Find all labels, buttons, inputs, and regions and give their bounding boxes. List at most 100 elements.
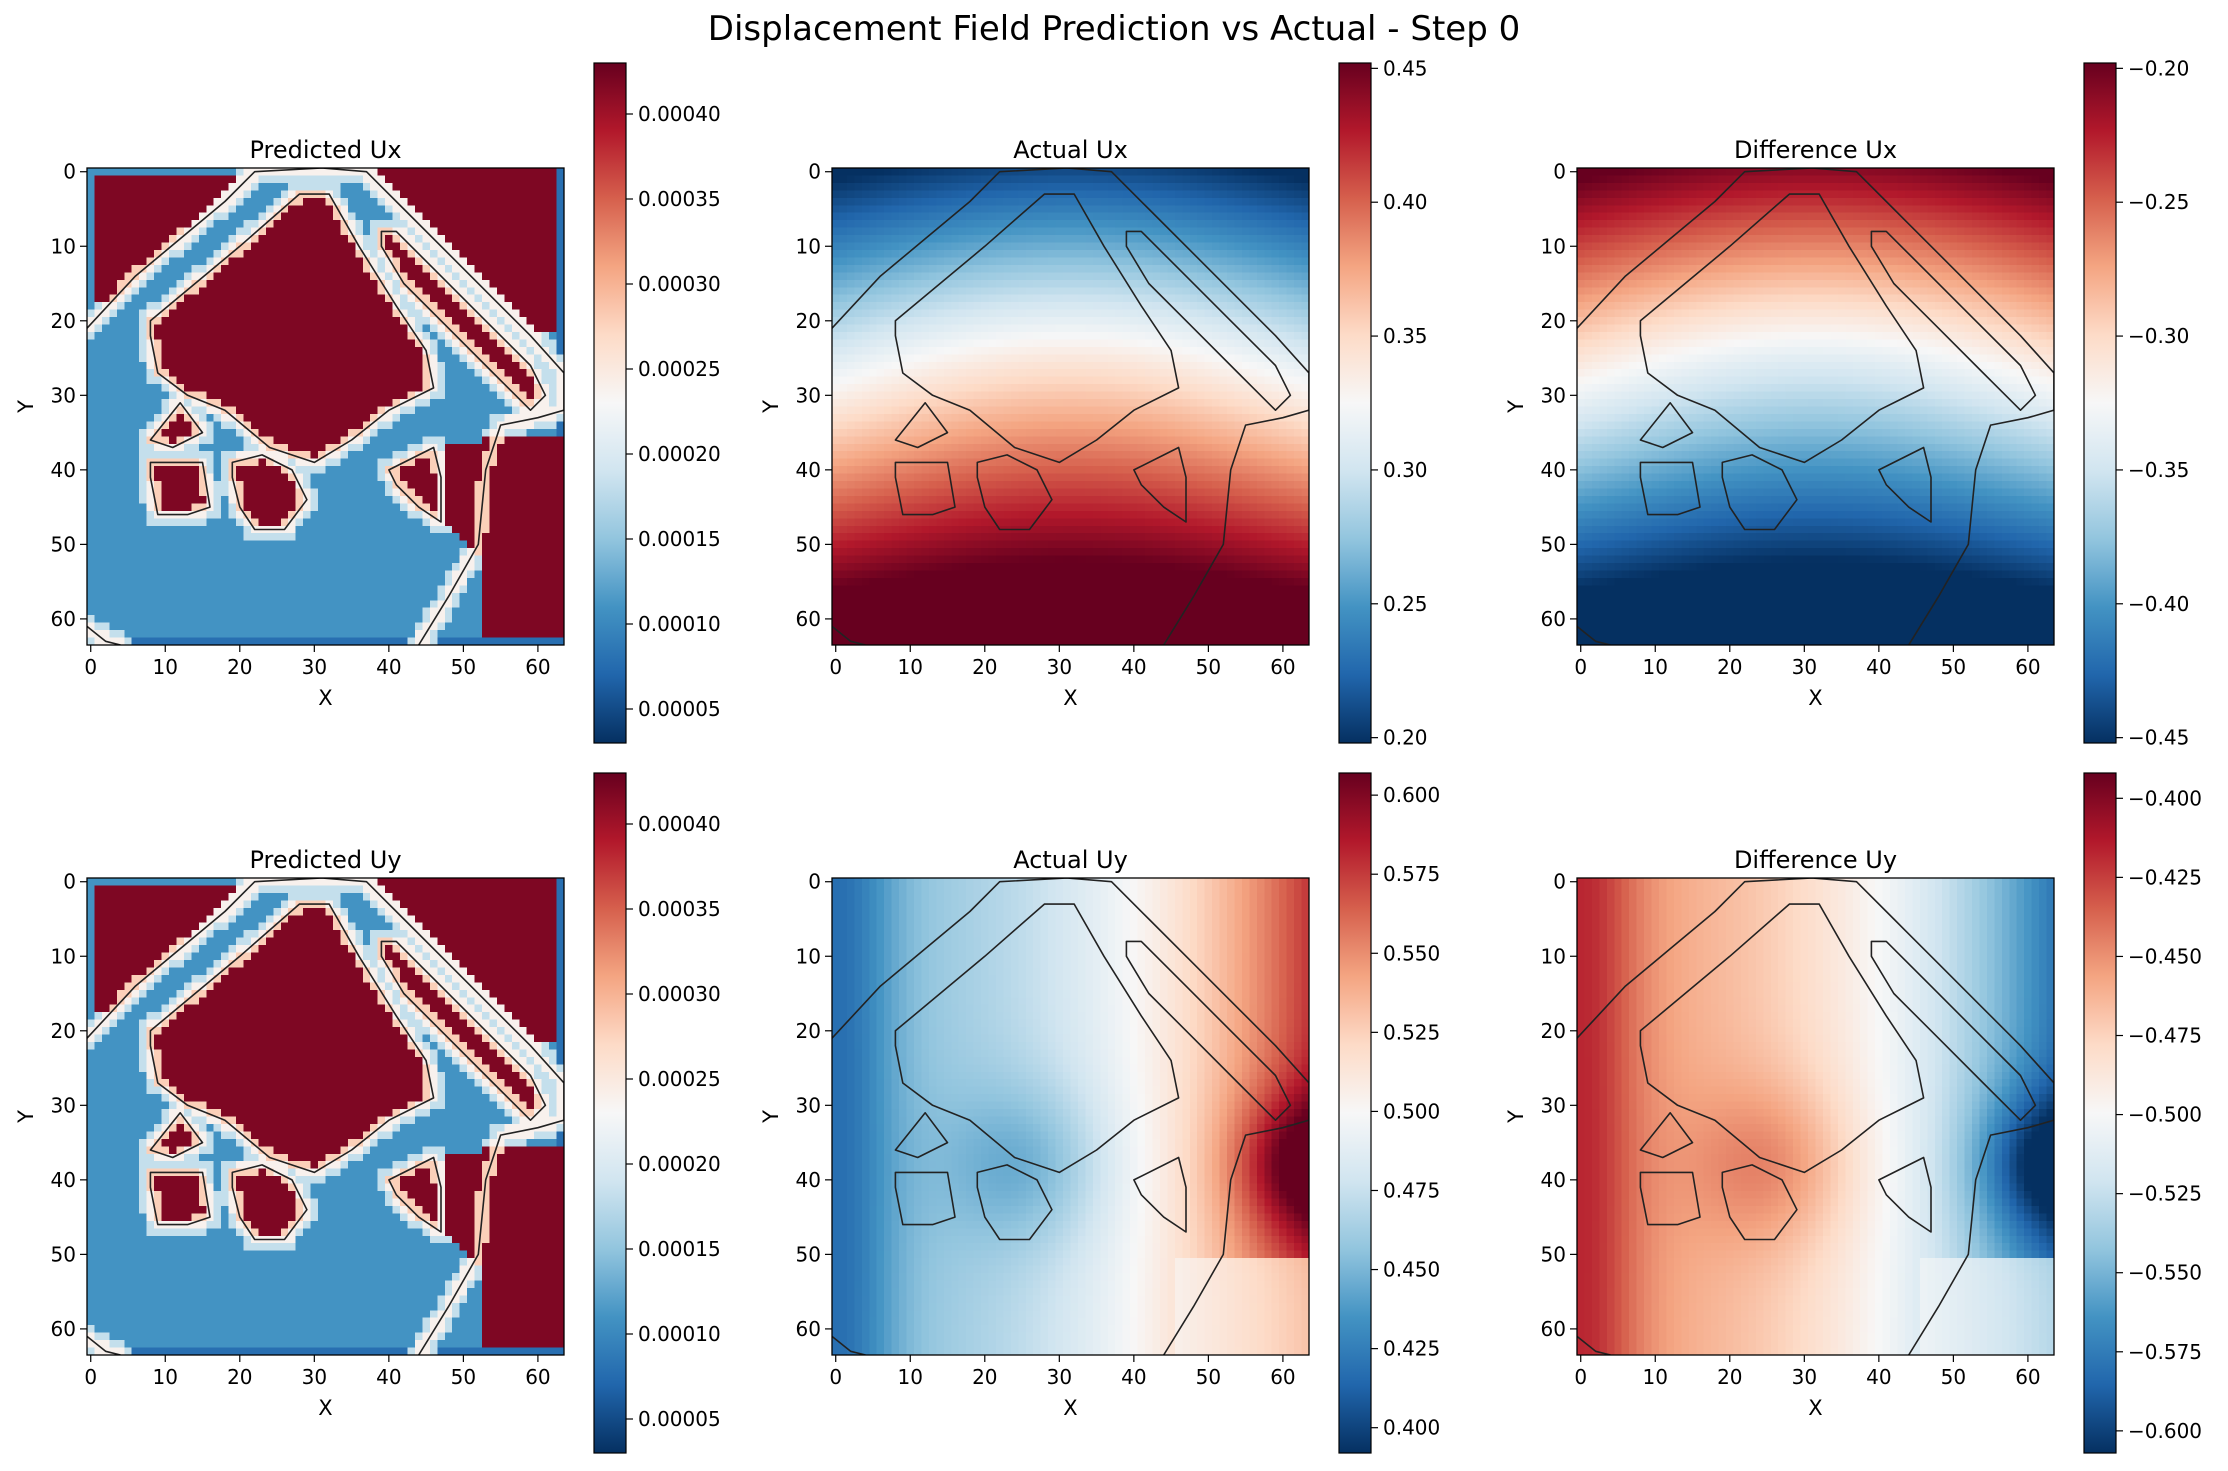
y-tick-label: 30 [1541,383,1566,407]
x-tick-label: 60 [2015,655,2040,679]
contour-hole-2 [149,461,211,516]
colorbar-tick-label: 0.00005 [638,697,721,721]
colorbar-tick-label: 0.20 [1383,726,1428,750]
y-tick-label: 40 [1541,1168,1566,1192]
x-tick-label: 10 [153,655,178,679]
x-axis-label: X [318,686,332,710]
colorbar-tick-label: 0.525 [1383,1020,1440,1044]
y-tick-label: 60 [51,607,76,631]
x-tick-label: 30 [1792,1365,1817,1389]
heatmap-panel-2: Difference Ux 0 10 20 30 40 50 60 0 10 20 30 40 50 60 X… [1504,56,2189,749]
heatmap-image [1577,168,2054,645]
contour-center-quad [894,193,1180,464]
x-tick-label: 20 [227,1365,252,1389]
contour-outer-frame [832,168,1309,645]
x-tick-label: 40 [1121,655,1146,679]
heatmap-image [832,878,1309,1355]
contour-diagonal-strip [1125,940,1292,1121]
contour-diagonal-strip [1870,230,2037,412]
x-tick-label: 20 [1717,655,1742,679]
y-tick-label: 50 [1541,1242,1566,1266]
colorbar-tick-label: 0.600 [1383,783,1440,807]
contour-hole-3 [231,454,308,531]
colorbar [1338,62,1372,744]
colorbar-tick-label: 0.00030 [638,982,721,1006]
heatmap-image [87,168,564,645]
axes-frame [1576,167,2055,646]
contour-hole-2 [894,1171,956,1226]
y-tick-label: 0 [1553,870,1566,894]
contour-diagonal-strip [1870,940,2037,1121]
y-tick-label: 50 [1541,532,1566,556]
y-tick-label: 10 [796,944,821,968]
x-tick-label: 0 [1574,655,1587,679]
contour-lines [1577,168,2054,645]
x-tick-label: 20 [1717,1365,1742,1389]
colorbar-tick-label: −0.475 [2128,1024,2202,1048]
y-tick-label: 50 [51,1242,76,1266]
contour-hole-2 [149,1171,211,1226]
colorbar-tick-label: 0.00035 [638,187,721,211]
x-axis-label: X [318,1396,332,1420]
colorbar-tick-label: −0.40 [2128,592,2189,616]
x-tick-label: 50 [451,1365,476,1389]
colorbar-tick-label: 0.450 [1383,1258,1440,1282]
x-tick-label: 0 [829,655,842,679]
y-tick-label: 30 [796,1093,821,1117]
colorbar-tick-label: 0.575 [1383,862,1440,886]
y-axis-label: Y [1504,400,1528,414]
x-tick-label: 20 [972,655,997,679]
y-tick-label: 60 [1541,607,1566,631]
y-tick-label: 10 [51,944,76,968]
panel-title: Predicted Ux [249,136,401,164]
y-tick-label: 50 [796,532,821,556]
x-tick-label: 50 [1941,655,1966,679]
x-tick-label: 40 [376,655,401,679]
contour-lines [1577,878,2054,1355]
colorbar-tick-label: 0.00005 [638,1407,721,1431]
colorbar-tick-label: 0.00010 [638,1322,721,1346]
contour-diagonal-strip [380,230,547,412]
contour-hole-3 [976,454,1053,531]
y-tick-label: 20 [1541,309,1566,333]
contour-center-quad [894,903,1180,1174]
contour-outer-frame [1577,878,2054,1355]
contour-hole-4 [388,1156,442,1233]
colorbar-tick-label: 0.00015 [638,1237,721,1261]
contour-lines [832,878,1309,1355]
heatmap-image [832,168,1309,645]
contour-hole-1 [1639,401,1694,449]
colorbar [2083,772,2117,1454]
heatmap-panel-5: Difference Uy 0 10 20 30 40 50 60 0 10 20 30 40 50 60 X… [1504,772,2202,1454]
x-axis-label: X [1063,686,1077,710]
contour-hole-1 [149,1112,204,1159]
axes-frame [831,877,1310,1356]
contour-corner-left [1577,625,1611,645]
contour-center-quad [1639,193,1925,464]
y-tick-label: 20 [51,309,76,333]
figure-title: Displacement Field Prediction vs Actual … [708,9,1520,49]
y-tick-label: 40 [1541,458,1566,482]
contour-hole-4 [1878,446,1932,523]
x-tick-label: 10 [153,1365,178,1389]
heatmap-image [1577,878,2054,1355]
heatmap-panel-3: Predicted Uy 0 10 20 30 40 50 60 0 10 20 30 40 50 60 X Y… [14,772,721,1454]
colorbar [2083,62,2117,744]
x-tick-label: 60 [525,655,550,679]
y-tick-label: 20 [796,1019,821,1043]
x-tick-label: 50 [1196,1365,1221,1389]
y-tick-label: 40 [796,458,821,482]
colorbar-tick-label: 0.00025 [638,1067,721,1091]
colorbar-tick-label: −0.25 [2128,190,2189,214]
heatmap-image [87,878,564,1355]
colorbar-tick-label: −0.45 [2128,726,2189,750]
contour-hole-3 [1721,1164,1798,1241]
contour-hole-3 [231,1164,308,1241]
y-tick-label: 0 [1553,160,1566,184]
contour-corner-left [87,1335,121,1355]
x-axis-label: X [1808,1396,1822,1420]
y-axis-label: Y [759,1110,783,1124]
y-tick-label: 40 [51,458,76,482]
contour-outer-frame [87,168,564,645]
